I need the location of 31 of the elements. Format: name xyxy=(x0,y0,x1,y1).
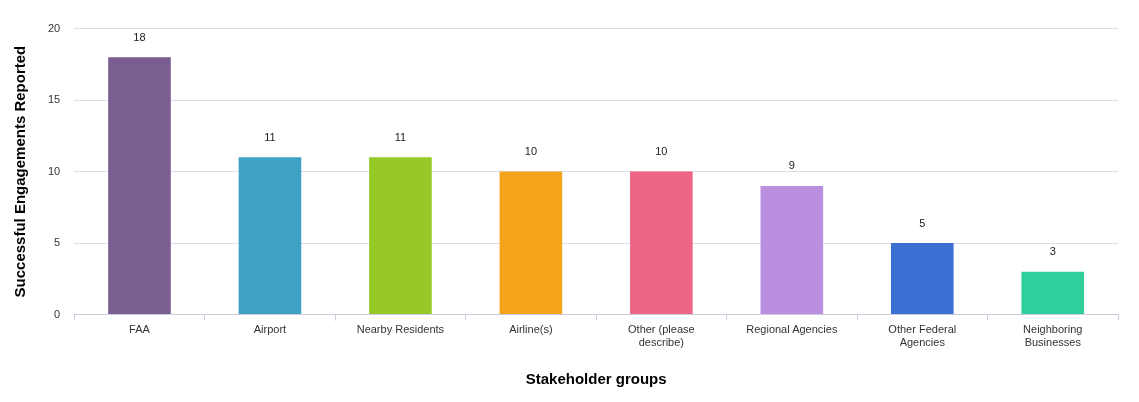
x-axis-title: Stakeholder groups xyxy=(525,370,667,388)
y-tick-label: 0 xyxy=(54,307,61,320)
y-tick-label: 10 xyxy=(47,164,61,177)
x-tick-label: Airport xyxy=(253,323,287,336)
y-axis-title: Successful Engagements Reported xyxy=(11,45,29,298)
y-tick-label: 20 xyxy=(47,21,61,34)
data-label: 18 xyxy=(133,30,146,43)
x-tick-label: Neighboring Businesses xyxy=(1023,323,1083,349)
bar xyxy=(760,185,824,315)
data-label: 9 xyxy=(788,159,795,172)
x-tick-label: Other (please describe) xyxy=(628,323,695,349)
x-tick-label: Regional Agencies xyxy=(746,323,838,336)
bar xyxy=(108,57,171,315)
data-label: 10 xyxy=(655,145,668,158)
data-label: 5 xyxy=(919,216,926,229)
data-label: 11 xyxy=(264,130,276,143)
y-tick-label: 15 xyxy=(47,93,61,106)
x-tick-label: FAA xyxy=(129,323,151,336)
data-label: 3 xyxy=(1049,245,1056,258)
y-tick-label: 5 xyxy=(54,236,61,249)
bar xyxy=(630,171,693,315)
bar xyxy=(499,171,563,315)
bar xyxy=(238,157,302,315)
bar xyxy=(1021,271,1085,315)
x-tick-label: Other Federal Agencies xyxy=(888,323,957,349)
data-label: 10 xyxy=(524,145,538,158)
bar xyxy=(369,157,432,315)
bar xyxy=(890,243,954,315)
data-label: 11 xyxy=(394,130,407,143)
x-tick-label: Nearby Residents xyxy=(356,323,445,336)
x-tick-label: Airline(s) xyxy=(509,323,553,336)
